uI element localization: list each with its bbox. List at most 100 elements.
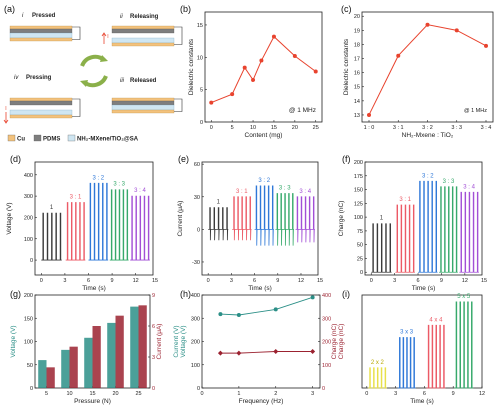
y-tick-label: 300	[24, 194, 33, 200]
x-tick-label: 6	[253, 278, 256, 284]
y-tick-label: 400	[24, 173, 33, 179]
data-point	[273, 348, 279, 354]
x-tick-label: 12	[298, 278, 304, 284]
y-tick-label-right: 200	[322, 340, 331, 346]
y-tick-label: 0	[30, 258, 33, 264]
data-point	[271, 34, 276, 39]
x-tick-label: 3	[311, 391, 314, 397]
x-axis-label: NH₂-Mxene : TiO₂	[402, 132, 454, 139]
data-point	[242, 65, 247, 70]
y-tick-label-left: 300	[191, 316, 200, 322]
panel-label: (a)	[4, 4, 15, 14]
y-tick-label: 14	[354, 99, 360, 105]
state-i-num: i	[22, 13, 24, 19]
bar-voltage	[84, 337, 93, 388]
signal-trace	[109, 189, 129, 261]
series-group: 3 : 2	[418, 173, 438, 273]
data-point	[251, 77, 256, 82]
y-tick-label: 60	[194, 162, 200, 168]
y-tick-label: 200	[354, 160, 363, 166]
current-arrow-down-head	[3, 119, 9, 124]
series-label: 3 : 2	[258, 178, 270, 184]
mxene-layer	[111, 37, 175, 44]
cu-bottom-electrode	[9, 37, 73, 42]
data-point	[236, 312, 241, 317]
y-axis-label: Voltage (V)	[6, 202, 13, 234]
y-tick-label: 15	[354, 85, 360, 91]
x-tick-label: 12	[133, 278, 139, 284]
x-axis-label: Frequency (Hz)	[239, 398, 284, 405]
x-tick-label: 15	[89, 391, 95, 397]
x-tick-label: 12	[479, 391, 485, 397]
x-tick-label: 6	[87, 278, 90, 284]
series-label: 1	[50, 205, 54, 211]
x-tick-label: 0	[365, 391, 368, 397]
series-group: 1	[371, 216, 392, 273]
series-label: 3 x 3	[400, 330, 414, 336]
y-tick-label-right: 0	[152, 386, 155, 392]
annotation: @ 1 MHz	[289, 107, 316, 114]
bar-current	[92, 326, 101, 388]
current-arrow-up-head	[101, 32, 107, 37]
signal-trace	[232, 196, 252, 241]
y-axis-label-right: Charge (nC)	[338, 324, 345, 360]
x-tick-label: 5	[231, 125, 234, 131]
series-group: 3 : 2	[88, 175, 109, 261]
y-tick-label-right: 100	[322, 363, 331, 369]
signal-trace	[65, 202, 86, 261]
y-tick-label: 150	[354, 188, 363, 194]
plot-frame	[361, 11, 494, 123]
device-releasing	[111, 25, 183, 47]
bar-current	[46, 367, 55, 388]
cycle-arrow-head	[80, 80, 88, 87]
x-tick-label: 0	[370, 278, 373, 284]
series-label: 4 x 4	[429, 317, 443, 323]
panel-label: (d)	[10, 154, 21, 164]
signal-trace	[459, 191, 479, 273]
y-tick-label: 200	[24, 215, 33, 221]
x-tick-label: 0	[207, 278, 210, 284]
series-label: 3 : 4	[299, 189, 311, 195]
legend-swatch	[7, 134, 16, 142]
series-label: 3 : 1	[399, 197, 411, 203]
x-tick-label: 6	[423, 391, 426, 397]
data-point	[259, 58, 264, 63]
data-point	[310, 295, 315, 300]
y-axis-label: Dielectric constants	[343, 38, 350, 95]
x-tick-label: 3	[63, 278, 66, 284]
data-point	[313, 69, 318, 74]
series-group: 2 x 2	[367, 360, 387, 389]
series-label: 3 : 2	[92, 175, 104, 181]
panel-label: (c)	[341, 4, 352, 14]
mxene-layer	[111, 104, 175, 111]
signal-trace	[367, 367, 387, 389]
x-tick-label: 0	[40, 278, 43, 284]
series-label: 2 x 2	[371, 360, 385, 366]
series-group: 3 : 2	[254, 178, 274, 246]
state-ii-name: Releasing	[130, 14, 159, 20]
x-tick-label: 15	[152, 278, 158, 284]
cu-top-electrode	[111, 25, 175, 30]
series-group: 3 : 4	[295, 189, 315, 243]
signal-trace	[426, 324, 446, 389]
series-group: 3 : 3	[275, 186, 295, 246]
data-point	[230, 92, 235, 97]
y-tick-label: 25	[357, 256, 363, 262]
y-tick-label: 175	[354, 174, 363, 180]
pdms-layer	[111, 100, 175, 106]
series-group: 5 x 5	[454, 294, 474, 389]
x-tick-label: 3 : 1	[393, 125, 404, 131]
bar-current	[138, 305, 147, 388]
y-tick-label: 20	[354, 14, 360, 20]
series-label: 3 : 3	[443, 179, 455, 185]
x-tick-label: 3	[394, 391, 397, 397]
x-axis-label: Time (s)	[412, 285, 436, 292]
y-tick-label: 0	[197, 227, 200, 233]
device-released	[111, 97, 183, 114]
signal-trace	[41, 212, 62, 261]
y-tick-label: 10	[197, 55, 203, 61]
bar-voltage	[38, 360, 47, 388]
y-tick-label-left: 150	[24, 316, 33, 322]
data-point	[217, 350, 223, 356]
y-axis-label-left: Voltage (V)	[180, 325, 187, 357]
